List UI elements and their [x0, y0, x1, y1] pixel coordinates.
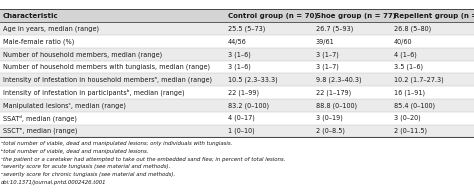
Bar: [391, 99, 474, 112]
Text: SSATᵈ, median (range): SSATᵈ, median (range): [3, 114, 77, 122]
Text: ᶜthe patient or a caretaker had attempted to take out the embedded sand flea; in: ᶜthe patient or a caretaker had attempte…: [1, 157, 285, 162]
Bar: [313, 9, 391, 22]
Bar: [225, 74, 313, 86]
Text: 2 (0–8.5): 2 (0–8.5): [316, 128, 345, 134]
Text: Number of household members, median (range): Number of household members, median (ran…: [3, 51, 162, 58]
Bar: [391, 86, 474, 99]
Bar: [313, 125, 391, 137]
Bar: [313, 48, 391, 61]
Text: SSCTᵉ, median (range): SSCTᵉ, median (range): [3, 128, 77, 134]
Bar: [0, 48, 225, 61]
Text: Shoe group (n = 77): Shoe group (n = 77): [316, 12, 396, 19]
Bar: [0, 74, 225, 86]
Text: 22 (1–99): 22 (1–99): [228, 89, 259, 96]
Text: 3 (0–19): 3 (0–19): [316, 115, 342, 121]
Text: 22 (1–179): 22 (1–179): [316, 89, 351, 96]
Text: Intensity of infestation in participantsᵇ, median (range): Intensity of infestation in participants…: [3, 89, 184, 96]
Bar: [313, 61, 391, 74]
Bar: [391, 22, 474, 35]
Text: Repellent group (n = 72): Repellent group (n = 72): [394, 12, 474, 19]
Text: ᵈseverity score for acute tungiasis (see material and methods).: ᵈseverity score for acute tungiasis (see…: [1, 164, 170, 169]
Text: 10.5 (2.3–33.3): 10.5 (2.3–33.3): [228, 77, 278, 83]
Bar: [391, 112, 474, 125]
Text: Control group (n = 70): Control group (n = 70): [228, 12, 318, 19]
Bar: [391, 35, 474, 48]
Bar: [313, 86, 391, 99]
Bar: [0, 125, 225, 137]
Text: ᵇtotal number of viable, dead and manipulated lesions.: ᵇtotal number of viable, dead and manipu…: [1, 149, 148, 154]
Bar: [225, 61, 313, 74]
Text: 26.7 (5–93): 26.7 (5–93): [316, 26, 353, 32]
Text: 40/60: 40/60: [394, 39, 412, 45]
Bar: [0, 22, 225, 35]
Text: Age in years, median (range): Age in years, median (range): [3, 26, 99, 32]
Text: 4 (0–17): 4 (0–17): [228, 115, 255, 121]
Bar: [225, 9, 313, 22]
Bar: [391, 9, 474, 22]
Bar: [313, 22, 391, 35]
Bar: [0, 112, 225, 125]
Bar: [225, 22, 313, 35]
Text: 4 (1–6): 4 (1–6): [394, 51, 417, 58]
Text: doi:10.1371/journal.pntd.0002426.t001: doi:10.1371/journal.pntd.0002426.t001: [1, 180, 107, 185]
Text: Male-female ratio (%): Male-female ratio (%): [3, 38, 74, 45]
Text: 9.8 (2.3–40.3): 9.8 (2.3–40.3): [316, 77, 361, 83]
Text: 83.2 (0–100): 83.2 (0–100): [228, 102, 269, 109]
Bar: [313, 99, 391, 112]
Bar: [391, 74, 474, 86]
Text: 39/61: 39/61: [316, 39, 335, 45]
Bar: [0, 9, 225, 22]
Text: 2 (0–11.5): 2 (0–11.5): [394, 128, 427, 134]
Text: 26.8 (5–80): 26.8 (5–80): [394, 26, 431, 32]
Text: 10.2 (1.7–27.3): 10.2 (1.7–27.3): [394, 77, 444, 83]
Text: 85.4 (0–100): 85.4 (0–100): [394, 102, 435, 109]
Bar: [225, 86, 313, 99]
Text: Number of household members with tungiasis, median (range): Number of household members with tungias…: [3, 64, 210, 70]
Text: 3 (1–6): 3 (1–6): [228, 64, 251, 70]
Bar: [0, 99, 225, 112]
Bar: [391, 61, 474, 74]
Text: 3 (1–6): 3 (1–6): [228, 51, 251, 58]
Text: 3 (1–7): 3 (1–7): [316, 64, 338, 70]
Bar: [225, 35, 313, 48]
Bar: [391, 125, 474, 137]
Text: Characteristic: Characteristic: [3, 12, 58, 19]
Bar: [225, 48, 313, 61]
Bar: [225, 99, 313, 112]
Text: 1 (0–10): 1 (0–10): [228, 128, 255, 134]
Text: 25.5 (5–73): 25.5 (5–73): [228, 26, 265, 32]
Bar: [313, 74, 391, 86]
Text: ᵃtotal number of viable, dead and manipulated lesions; only individuals with tun: ᵃtotal number of viable, dead and manipu…: [1, 141, 232, 146]
Bar: [313, 112, 391, 125]
Bar: [0, 86, 225, 99]
Bar: [225, 125, 313, 137]
Bar: [0, 35, 225, 48]
Text: Intensity of infestation in household membersᵃ, median (range): Intensity of infestation in household me…: [3, 77, 212, 83]
Text: 44/56: 44/56: [228, 39, 247, 45]
Text: 3 (0–20): 3 (0–20): [394, 115, 420, 121]
Bar: [0, 61, 225, 74]
Bar: [225, 112, 313, 125]
Text: 3.5 (1–6): 3.5 (1–6): [394, 64, 423, 70]
Text: ᵉseverity score for chronic tungiasis (see material and methods).: ᵉseverity score for chronic tungiasis (s…: [1, 172, 175, 177]
Text: Manipulated lesionsᶜ, median (range): Manipulated lesionsᶜ, median (range): [3, 102, 126, 109]
Text: 16 (1–91): 16 (1–91): [394, 89, 425, 96]
Bar: [391, 48, 474, 61]
Text: 88.8 (0–100): 88.8 (0–100): [316, 102, 356, 109]
Bar: [313, 35, 391, 48]
Text: 3 (1–7): 3 (1–7): [316, 51, 338, 58]
